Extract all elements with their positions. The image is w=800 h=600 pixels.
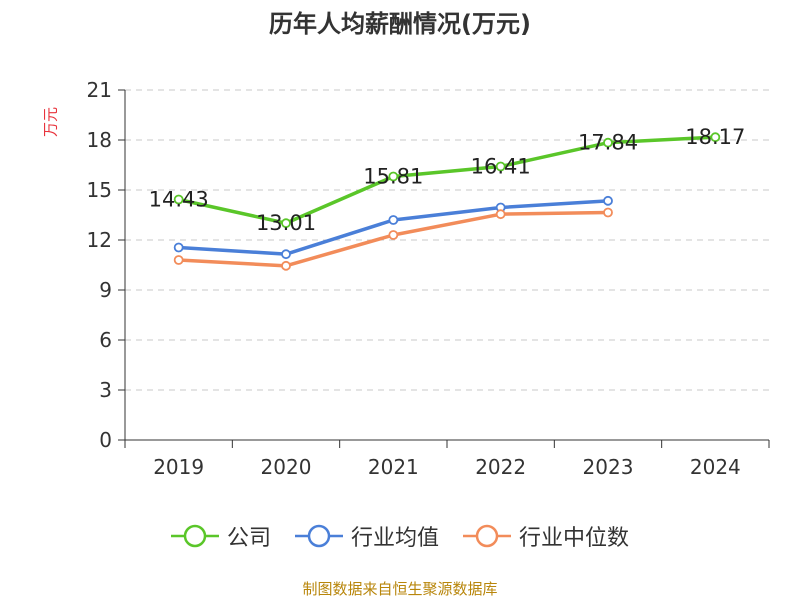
y-tick-label: 18 [87, 128, 112, 152]
data-point [388, 230, 399, 240]
data-label: 17.84 [578, 131, 638, 155]
x-tick-label: 2021 [368, 455, 419, 479]
data-point [173, 242, 184, 253]
data-point [173, 255, 184, 265]
series-line-1 [176, 199, 610, 256]
y-tick-label: 21 [87, 78, 112, 102]
x-tick-label: 2024 [690, 455, 741, 479]
data-point [388, 171, 399, 182]
legend-label: 行业均值 [350, 526, 439, 551]
data-point [603, 207, 613, 218]
data-label: 14.43 [149, 188, 209, 212]
legend: 公司 行业均值 行业中位数 [0, 520, 800, 552]
legend-line-circle-icon [463, 524, 511, 548]
data-point [173, 194, 184, 205]
y-tick-label: 9 [99, 278, 112, 302]
data-point [495, 209, 506, 220]
x-tick-label: 2019 [153, 455, 204, 479]
legend-item[interactable]: 行业中位数 [463, 520, 629, 552]
y-tick-label: 0 [99, 428, 112, 452]
x-tick-label: 2020 [261, 455, 312, 479]
data-point [281, 218, 291, 229]
x-tick-label: 2022 [475, 455, 526, 479]
data-point [603, 195, 613, 206]
y-tick-label: 15 [87, 178, 112, 202]
data-label: 13.01 [256, 211, 316, 235]
series-line-0 [176, 135, 718, 225]
legend-item[interactable]: 行业均值 [294, 520, 439, 552]
y-tick-label: 3 [99, 378, 112, 402]
data-point [281, 249, 291, 260]
source-note: 制图数据来自恒生聚源数据库 [302, 580, 498, 598]
data-point [281, 260, 291, 271]
data-label: 18.17 [685, 125, 745, 149]
legend-line-circle-icon [170, 524, 219, 548]
legend-line-circle-icon [294, 524, 343, 548]
data-point [495, 161, 506, 172]
data-label: 15.81 [363, 165, 423, 189]
data-point [603, 137, 613, 148]
data-point [388, 215, 399, 225]
y-tick-label: 6 [99, 328, 112, 352]
data-point [710, 132, 721, 143]
y-tick-label: 12 [87, 228, 112, 252]
data-label: 16.41 [471, 155, 531, 179]
chart-title: 历年人均薪酬情况(万元) [269, 10, 531, 38]
legend-item[interactable]: 公司 [170, 520, 271, 552]
x-tick-label: 2023 [583, 455, 634, 479]
legend-label: 公司 [226, 526, 271, 551]
legend-label: 行业中位数 [519, 526, 630, 551]
